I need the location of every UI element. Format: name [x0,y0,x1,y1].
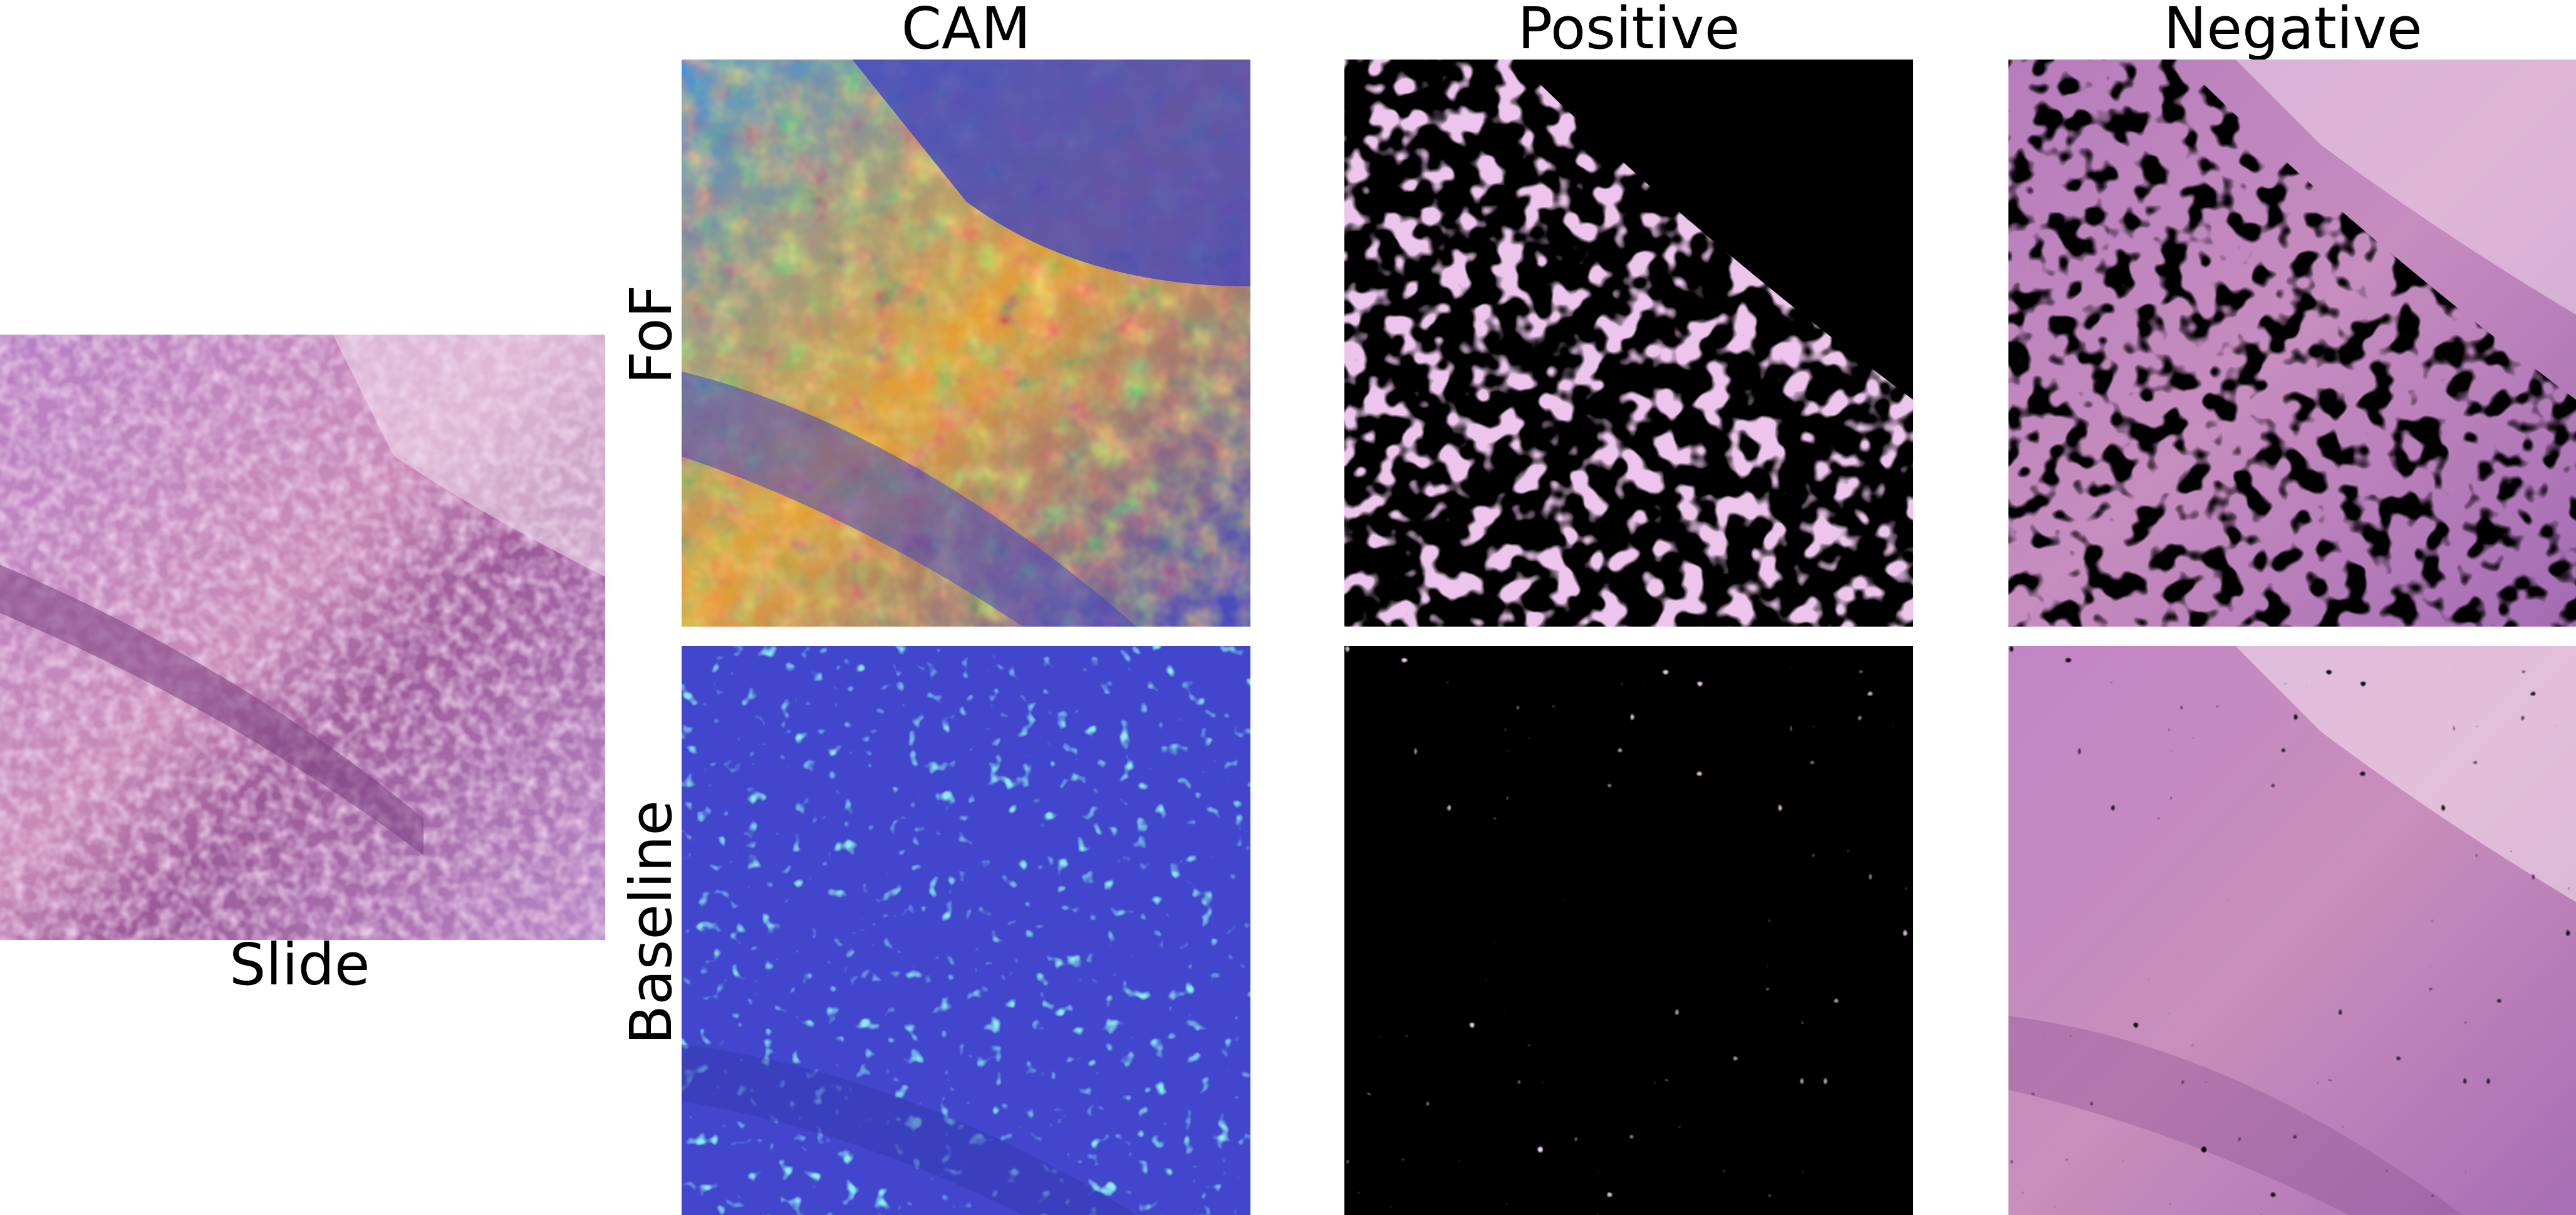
slide-image [0,335,605,940]
baseline-negative-mask [2008,646,2576,1215]
fof-cam-heatmap [682,60,1250,627]
column-title-positive: Positive [1517,0,1740,62]
baseline-positive-mask [1344,646,1913,1215]
column-title-cam: CAM [901,0,1031,62]
fof-positive-mask [1344,60,1913,627]
row-label-baseline: Baseline [618,800,685,1045]
fof-negative-mask [2008,60,2576,627]
row-label-fof: FoF [618,284,685,385]
baseline-cam-heatmap [682,646,1250,1215]
slide-label: Slide [229,931,370,998]
column-title-negative: Negative [2163,0,2423,62]
